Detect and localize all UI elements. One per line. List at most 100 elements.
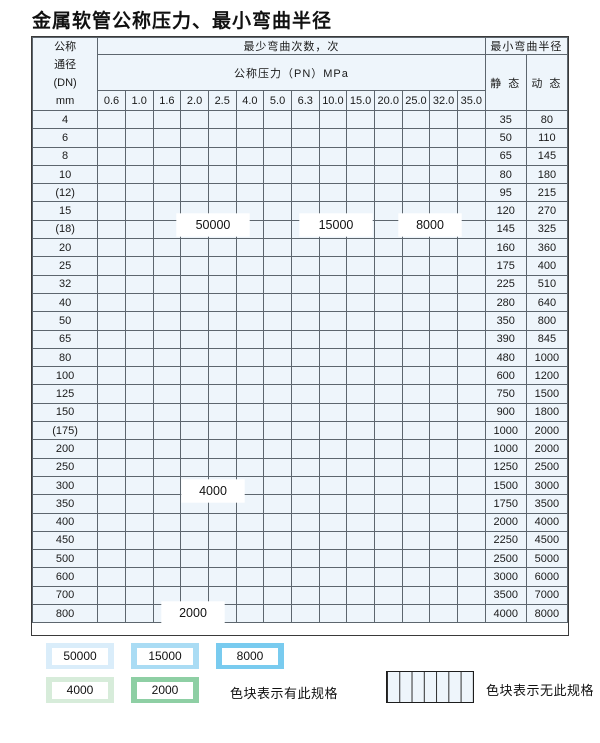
table-row: 600 3000 6000 bbox=[31, 567, 569, 587]
spec-cell-filled bbox=[124, 109, 154, 130]
spec-cell-filled bbox=[290, 183, 320, 203]
spec-cell-filled bbox=[124, 585, 154, 606]
spec-cell-filled bbox=[97, 329, 126, 349]
spec-cell-empty bbox=[456, 604, 486, 624]
pressure-col-header: 10.0 bbox=[318, 90, 348, 111]
spec-cell-filled bbox=[97, 439, 126, 459]
spec-cell-empty bbox=[235, 604, 265, 624]
table-row: 4 35 80 bbox=[31, 109, 569, 130]
spec-cell-filled bbox=[97, 549, 126, 569]
spec-cell-filled bbox=[373, 109, 403, 130]
spec-cell-filled bbox=[235, 274, 265, 294]
spec-cell-filled bbox=[152, 475, 182, 496]
radius-static-value: 160 bbox=[484, 238, 527, 258]
radius-dynamic-value: 3500 bbox=[525, 494, 569, 514]
spec-cell-filled bbox=[207, 329, 237, 349]
spec-cell-filled bbox=[373, 201, 403, 221]
spec-cell-empty bbox=[429, 530, 458, 551]
spec-cell-empty bbox=[263, 475, 292, 496]
spec-cell-filled bbox=[235, 366, 265, 386]
dn-value: 200 bbox=[31, 439, 99, 459]
spec-cell-filled bbox=[97, 585, 126, 606]
spec-cell-filled bbox=[97, 274, 126, 294]
spec-cell-empty bbox=[456, 475, 486, 496]
spec-cell-filled bbox=[373, 183, 403, 203]
spec-cell-empty bbox=[373, 604, 403, 624]
spec-cell-filled bbox=[152, 457, 182, 477]
spec-cell-empty bbox=[456, 439, 486, 459]
spec-cell-filled bbox=[124, 530, 154, 551]
spec-cell-filled bbox=[180, 402, 209, 423]
legend-chip: 50000 bbox=[46, 643, 114, 669]
table-row: 400 2000 4000 bbox=[31, 512, 569, 532]
spec-cell-empty bbox=[346, 366, 375, 386]
spec-cell-filled bbox=[401, 183, 431, 203]
pressure-col-header: 25.0 bbox=[401, 90, 431, 111]
spec-cell-empty bbox=[373, 494, 403, 514]
table-row: 450 2250 4500 bbox=[31, 530, 569, 551]
pressure-col-header: 4.0 bbox=[235, 90, 265, 111]
spec-cell-empty bbox=[290, 366, 320, 386]
spec-cell-empty bbox=[290, 439, 320, 459]
spec-cell-filled bbox=[263, 183, 292, 203]
legend-no-spec-swatch bbox=[386, 671, 474, 703]
dn-value: 600 bbox=[31, 567, 99, 587]
spec-cell-empty bbox=[263, 366, 292, 386]
radius-dynamic-value: 145 bbox=[525, 146, 569, 166]
spec-cell-filled bbox=[263, 274, 292, 294]
spec-cell-filled bbox=[180, 329, 209, 349]
spec-cell-filled bbox=[124, 512, 154, 532]
pressure-col-header: 32.0 bbox=[429, 90, 458, 111]
spec-cell-filled bbox=[180, 457, 209, 477]
radius-header: 最小弯曲半径 bbox=[484, 37, 569, 55]
spec-cell-filled bbox=[97, 530, 126, 551]
spec-cell-filled bbox=[318, 146, 348, 166]
spec-cell-empty bbox=[263, 494, 292, 514]
radius-dynamic-value: 270 bbox=[525, 201, 569, 221]
spec-cell-empty bbox=[401, 292, 431, 313]
spec-cell-empty bbox=[401, 530, 431, 551]
radius-static-value: 280 bbox=[484, 292, 527, 313]
radius-dynamic-header: 动 态 bbox=[525, 54, 569, 111]
spec-cell-empty bbox=[263, 421, 292, 441]
spec-cell-filled bbox=[235, 384, 265, 404]
radius-dynamic-value: 8000 bbox=[525, 604, 569, 624]
radius-static-value: 750 bbox=[484, 384, 527, 404]
spec-cell-empty bbox=[456, 347, 486, 368]
legend-chip-label: 15000 bbox=[137, 647, 193, 665]
radius-static-value: 175 bbox=[484, 256, 527, 276]
radius-static-header: 静 态 bbox=[484, 54, 527, 111]
dn-value: 800 bbox=[31, 604, 99, 624]
spec-cell-filled bbox=[290, 128, 320, 148]
pressure-col-header: 20.0 bbox=[373, 90, 403, 111]
spec-cell-empty bbox=[373, 512, 403, 532]
spec-cell-empty bbox=[456, 512, 486, 532]
spec-cell-filled bbox=[207, 311, 237, 331]
radius-dynamic-value: 7000 bbox=[525, 585, 569, 606]
spec-cell-filled bbox=[263, 292, 292, 313]
dn-value: 10 bbox=[31, 164, 99, 185]
spec-cell-filled bbox=[152, 311, 182, 331]
spec-cell-empty bbox=[235, 512, 265, 532]
spec-cell-filled bbox=[318, 109, 348, 130]
radius-static-value: 1000 bbox=[484, 439, 527, 459]
radius-static-value: 120 bbox=[484, 201, 527, 221]
radius-dynamic-value: 640 bbox=[525, 292, 569, 313]
radius-dynamic-value: 5000 bbox=[525, 549, 569, 569]
dn-value: 250 bbox=[31, 457, 99, 477]
radius-static-value: 65 bbox=[484, 146, 527, 166]
spec-cell-filled bbox=[97, 292, 126, 313]
spec-cell-empty bbox=[429, 274, 458, 294]
table-row: 8 65 145 bbox=[31, 146, 569, 166]
spec-cell-filled bbox=[124, 567, 154, 587]
spec-cell-empty bbox=[318, 494, 348, 514]
spec-cell-filled bbox=[207, 274, 237, 294]
spec-cell-empty bbox=[373, 329, 403, 349]
spec-cell-empty bbox=[346, 549, 375, 569]
radius-dynamic-value: 1200 bbox=[525, 366, 569, 386]
spec-cell-filled bbox=[124, 238, 154, 258]
spec-cell-filled bbox=[124, 366, 154, 386]
spec-cell-filled bbox=[207, 292, 237, 313]
spec-cell-empty bbox=[456, 219, 486, 240]
dn-value: 700 bbox=[31, 585, 99, 606]
